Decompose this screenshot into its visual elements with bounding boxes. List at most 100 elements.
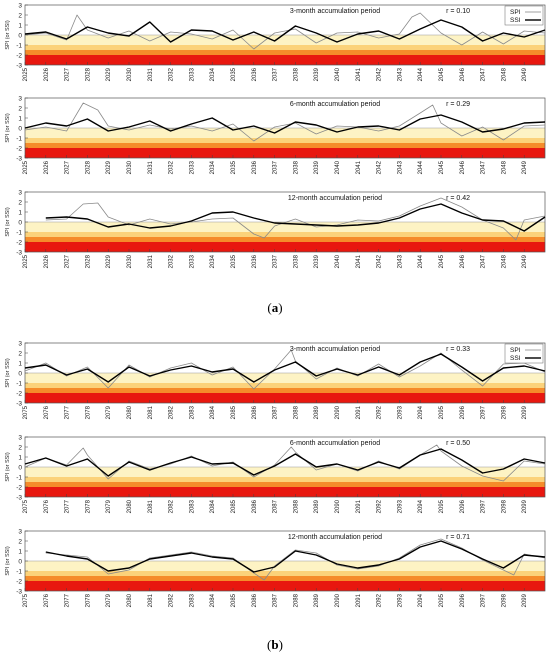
band-near-normal (25, 373, 545, 383)
x-tick-label: 2092 (377, 499, 383, 513)
x-tick-label: 2085 (231, 499, 237, 513)
panel-title: 3-month accumulation period (290, 346, 380, 353)
ssi-line (24, 448, 546, 477)
x-tick-label: 2036 (252, 160, 258, 174)
y-tick-label: -3 (16, 249, 22, 256)
x-tick-label: 2043 (397, 160, 403, 174)
x-tick-label: 2038 (293, 254, 299, 268)
chart-panel: 3 2 1 0 -1 -2 -3 SPI (or SSI) 2075 2076 2077 2078 20… (5, 434, 546, 513)
x-tick-label: 2080 (127, 593, 133, 607)
x-tick-label: 2038 (293, 67, 299, 81)
y-axis-label: SPI (or SSI) (5, 546, 11, 576)
x-tick-label: 2080 (127, 499, 133, 513)
x-tick-label: 2029 (106, 67, 112, 81)
x-tick-label: 2076 (44, 499, 50, 513)
band-extreme (25, 55, 545, 65)
x-tick-label: 2033 (189, 254, 195, 268)
band-extreme (25, 581, 545, 591)
x-tick-label: 2082 (169, 405, 175, 419)
x-tick-label: 2099 (522, 499, 528, 513)
x-tick-label: 2026 (44, 160, 50, 174)
x-tick-label: 2039 (314, 254, 320, 268)
y-tick-label: 0 (18, 558, 22, 565)
x-tick-label: 2043 (397, 254, 403, 268)
correlation-label: r = 0.71 (446, 534, 470, 541)
y-tick-label: -1 (16, 135, 22, 142)
x-tick-label: 2030 (127, 67, 133, 81)
band-severe (25, 143, 545, 148)
band-severe (25, 50, 545, 55)
caption-b-label: b (271, 637, 279, 652)
ssi-line (45, 203, 546, 232)
x-tick-label: 2097 (481, 499, 487, 513)
x-tick-label: 2033 (189, 160, 195, 174)
x-tick-label: 2034 (210, 254, 216, 268)
panel-title: 12-month accumulation period (288, 195, 382, 202)
x-tick-label: 2079 (106, 405, 112, 419)
correlation-label: r = 0.33 (446, 346, 470, 353)
x-tick-label: 2046 (460, 67, 466, 81)
x-tick-label: 2090 (335, 405, 341, 419)
legend-label: SSI (510, 17, 521, 24)
x-tick-label: 2077 (65, 499, 71, 513)
band-moderate (25, 571, 545, 576)
x-tick-label: 2042 (377, 160, 383, 174)
x-tick-label: 2082 (169, 593, 175, 607)
x-tick-label: 2040 (335, 67, 341, 81)
x-tick-label: 2047 (481, 254, 487, 268)
x-tick-label: 2049 (522, 160, 528, 174)
x-tick-label: 2093 (397, 593, 403, 607)
x-tick-label: 2084 (210, 499, 216, 513)
y-tick-label: 2 (18, 538, 22, 545)
band-severe (25, 482, 545, 487)
x-tick-label: 2042 (377, 67, 383, 81)
y-tick-label: 0 (18, 125, 22, 132)
y-tick-label: 3 (18, 2, 22, 9)
x-tick-label: 2091 (356, 405, 362, 419)
x-tick-label: 2096 (460, 499, 466, 513)
spi-line (24, 102, 546, 142)
x-tick-label: 2030 (127, 254, 133, 268)
band-near-normal (25, 35, 545, 45)
y-tick-label: 2 (18, 444, 22, 451)
x-tick-label: 2079 (106, 593, 112, 607)
y-tick-label: 0 (18, 370, 22, 377)
x-tick-label: 2034 (210, 67, 216, 81)
y-tick-label: 1 (18, 22, 22, 29)
x-tick-label: 2089 (314, 499, 320, 513)
x-tick-label: 2094 (418, 593, 424, 607)
x-tick-label: 2086 (252, 405, 258, 419)
spi-line (24, 12, 546, 50)
x-tick-label: 2026 (44, 254, 50, 268)
band-moderate (25, 45, 545, 50)
y-tick-label: -3 (16, 588, 22, 595)
y-tick-label: 0 (18, 464, 22, 471)
correlation-label: r = 0.29 (446, 101, 470, 108)
x-tick-label: 2035 (231, 160, 237, 174)
x-tick-label: 2083 (189, 499, 195, 513)
x-tick-label: 2079 (106, 499, 112, 513)
band-severe (25, 237, 545, 242)
y-tick-label: 2 (18, 199, 22, 206)
x-tick-label: 2046 (460, 254, 466, 268)
band-extreme (25, 242, 545, 252)
x-tick-label: 2031 (148, 254, 154, 268)
x-tick-label: 2093 (397, 405, 403, 419)
spi-line (24, 349, 546, 390)
x-tick-label: 2081 (148, 499, 154, 513)
x-tick-label: 2032 (169, 67, 175, 81)
y-tick-label: -2 (16, 52, 22, 59)
x-tick-label: 2098 (501, 593, 507, 607)
x-tick-label: 2088 (293, 499, 299, 513)
y-tick-label: -1 (16, 380, 22, 387)
x-tick-label: 2037 (273, 160, 279, 174)
x-tick-label: 2078 (85, 499, 91, 513)
band-near-normal (25, 561, 545, 571)
x-tick-label: 2087 (273, 593, 279, 607)
x-tick-label: 2037 (273, 254, 279, 268)
y-tick-label: 1 (18, 115, 22, 122)
ssi-line (45, 540, 546, 573)
x-tick-label: 2048 (501, 160, 507, 174)
x-tick-label: 2027 (65, 160, 71, 174)
